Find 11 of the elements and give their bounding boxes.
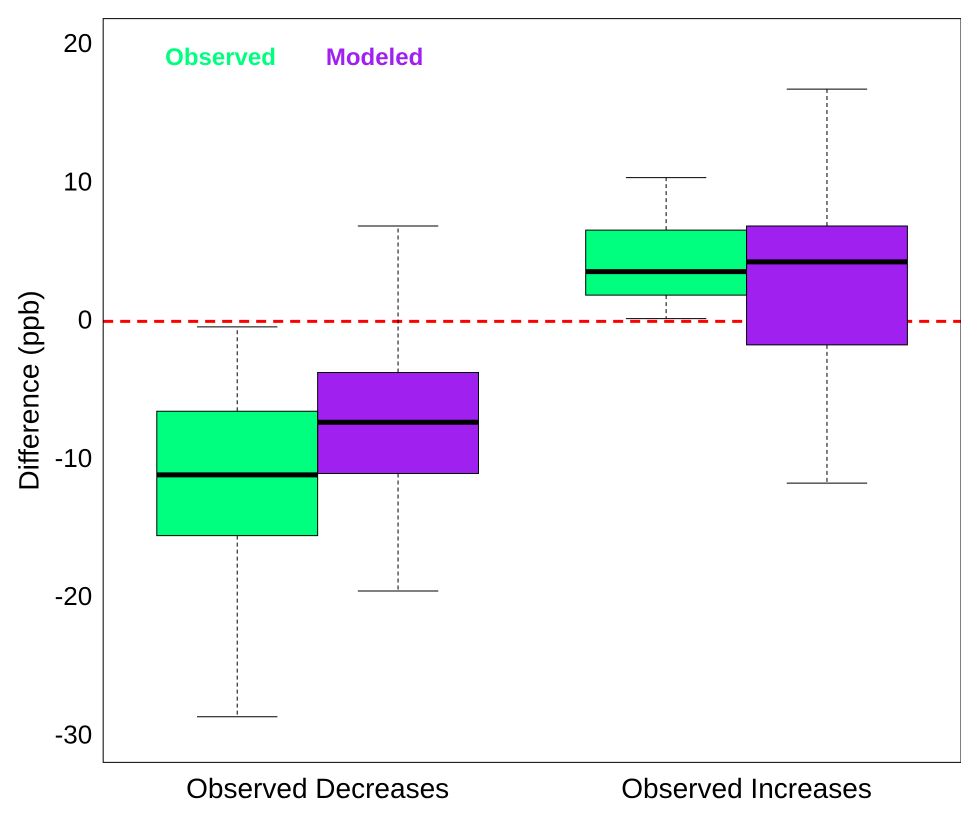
y-tick-label: 0: [78, 304, 92, 335]
y-tick-label: -10: [54, 442, 92, 473]
text: Modeled: [326, 44, 424, 72]
x-tick-label: Observed Increases: [621, 772, 872, 804]
y-axis-title: Difference (ppb): [14, 290, 45, 491]
y-tick-label: 20: [63, 28, 92, 58]
y-tick-label: 10: [63, 166, 92, 196]
y-tick-label: -20: [54, 581, 92, 612]
text: Observed: [165, 44, 276, 72]
y-tick-label: -30: [54, 719, 92, 750]
x-tick-label: Observed Decreases: [186, 772, 450, 804]
